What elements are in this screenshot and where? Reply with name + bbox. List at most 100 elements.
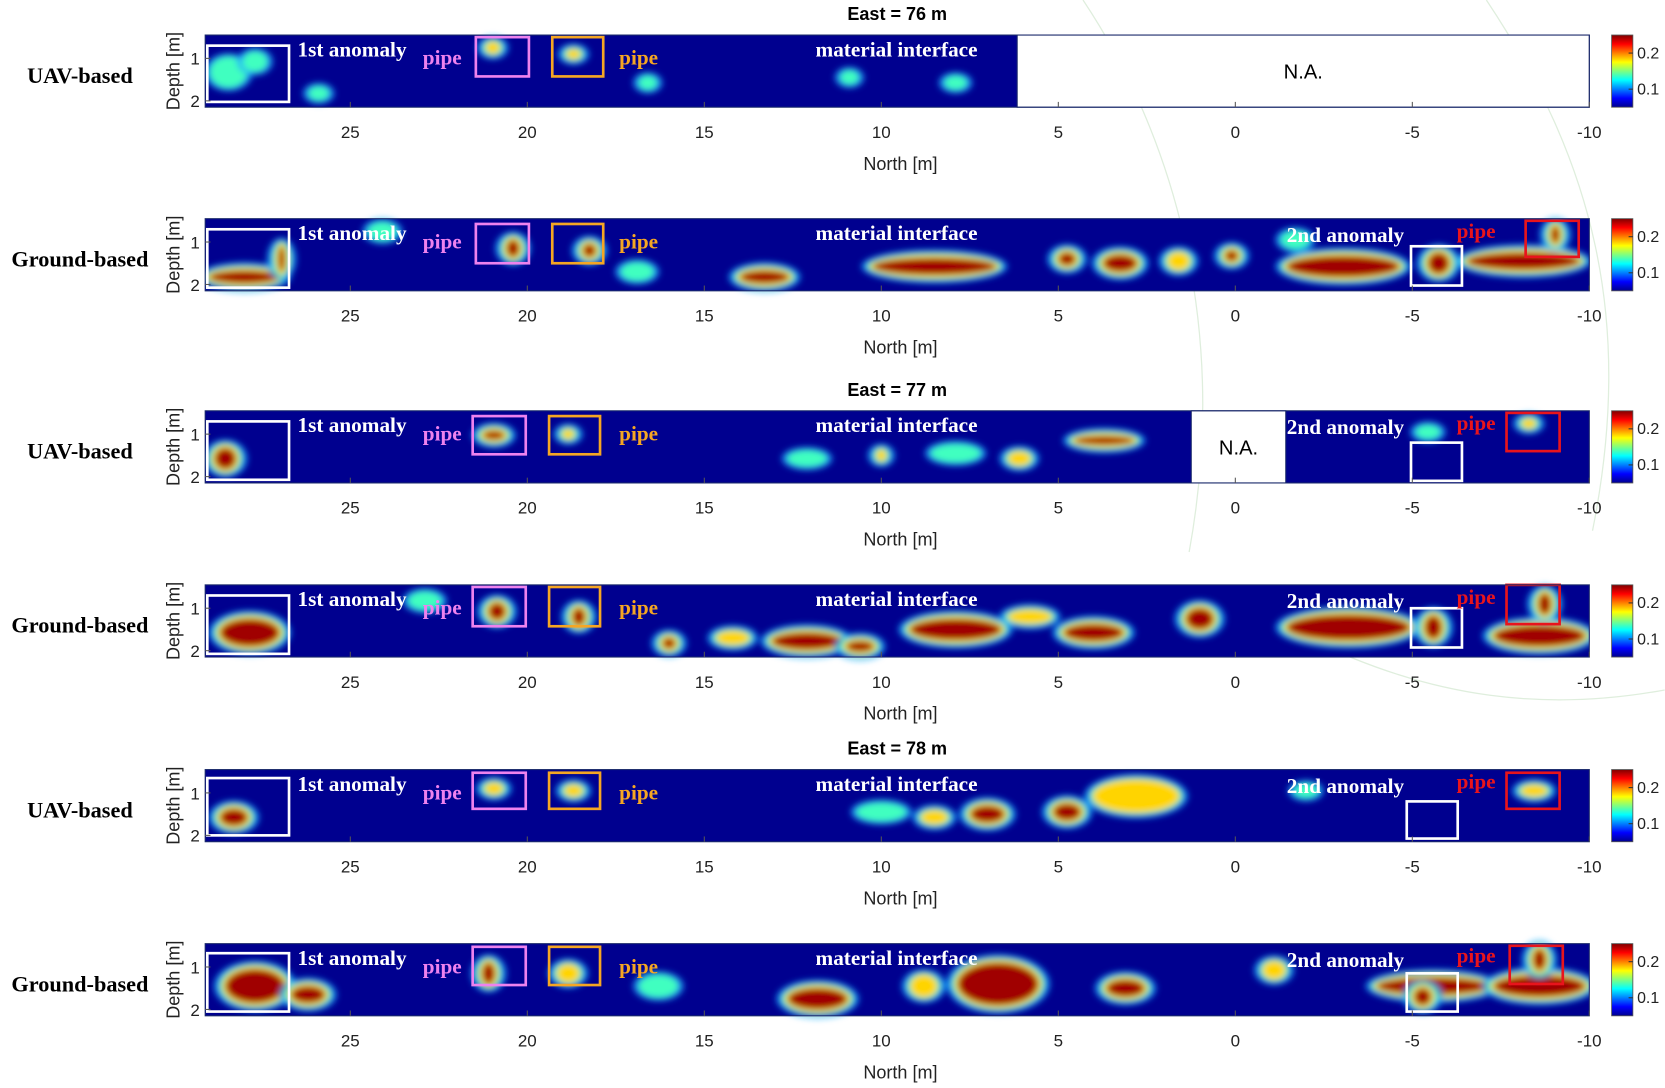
reflection-halo [1007, 609, 1053, 625]
highlight-box [474, 35, 531, 78]
colorbar-tick-label: 0.1 [1637, 81, 1659, 98]
annotation: pipe [423, 46, 462, 70]
x-tick-label: -5 [1405, 858, 1420, 877]
x-tick-label: 20 [518, 123, 537, 142]
x-tick-label: 25 [341, 307, 360, 326]
highlight-box [550, 35, 605, 78]
x-tick-label: -10 [1577, 123, 1602, 142]
colorbar-tick-label: 0.2 [1637, 595, 1659, 612]
annotation: 1st anomaly [298, 37, 407, 61]
reflection-halo [909, 974, 938, 998]
x-tick-label: 25 [341, 499, 360, 518]
colorbar-tick-label: 0.1 [1637, 631, 1659, 648]
y-tick-label: 1 [190, 233, 199, 252]
heatmap-image [205, 36, 973, 105]
reflection-core [872, 257, 996, 275]
reflection-core [572, 608, 586, 626]
highlight-box [1524, 219, 1581, 259]
reflection-halo [1293, 783, 1319, 799]
highlight-box [471, 945, 528, 987]
colorbar [1611, 584, 1634, 658]
reflection-halo [1166, 251, 1191, 271]
plot-frame [204, 218, 1590, 292]
colorbar-tick-label: 0.2 [1637, 954, 1659, 971]
x-tick-label: 25 [341, 673, 360, 692]
reflection-core [740, 270, 789, 284]
x-tick-label: -5 [1405, 499, 1420, 518]
highlight-box [1405, 972, 1460, 1013]
x-axis-label: North [m] [863, 1062, 937, 1082]
annotation: material interface [816, 221, 978, 245]
annotation: 2nd anomaly [1287, 774, 1405, 798]
colorbar-tick-label: 0.2 [1637, 45, 1659, 62]
x-tick-label: 15 [695, 1032, 714, 1051]
y-tick-label: 2 [190, 1001, 199, 1020]
x-tick-label: 0 [1231, 499, 1240, 518]
annotation: pipe [619, 229, 658, 253]
reflection-halo [920, 809, 949, 825]
x-tick-label: -5 [1405, 673, 1420, 692]
x-tick-label: -5 [1405, 123, 1420, 142]
y-tick-label: 1 [190, 958, 199, 977]
colorbar [1611, 34, 1634, 108]
reflection-core [1063, 624, 1124, 642]
highlight-box [205, 594, 291, 656]
reflection-core [1058, 252, 1076, 266]
reflection-core [1551, 226, 1560, 244]
annotation: 1st anomaly [298, 946, 407, 970]
heatmap-image [208, 773, 1557, 835]
reflection-core [846, 641, 874, 652]
reflection-halo [715, 630, 750, 646]
x-tick-label: 10 [872, 673, 891, 692]
colorbar-tick-label: 0.2 [1637, 780, 1659, 797]
annotation: pipe [423, 229, 462, 253]
annotation: pipe [423, 954, 462, 978]
x-tick-label: 20 [518, 673, 537, 692]
reflection-halo [620, 262, 655, 282]
y-axis-label: Depth [m] [164, 216, 184, 294]
x-tick-label: 20 [518, 499, 537, 518]
annotation: pipe [619, 780, 658, 804]
row-label: Ground-based [11, 613, 149, 638]
row-label: Ground-based [11, 971, 149, 996]
missing-area [1016, 34, 1590, 108]
panel-title: East = 76 m [847, 4, 947, 24]
panel: East = 77 m UAV-based N.A. 1st anomaly pipe p… [27, 380, 1659, 550]
x-tick-label: 10 [872, 499, 891, 518]
reflection-halo [638, 75, 658, 91]
heatmap-background [205, 943, 1590, 1016]
reflection-core [1103, 254, 1138, 272]
reflection-core [970, 805, 1005, 823]
annotation: material interface [816, 587, 978, 611]
highlight-box [205, 776, 291, 837]
y-tick-label: 1 [190, 426, 199, 445]
reflection-halo [930, 443, 982, 463]
reflection-halo [638, 974, 679, 998]
panel-title: East = 78 m [847, 739, 947, 759]
reflection-halo [308, 85, 330, 101]
x-tick-label: 10 [872, 307, 891, 326]
annotation: pipe [619, 46, 658, 70]
colorbar-tick-label: 0.1 [1637, 990, 1659, 1007]
x-tick-label: -10 [1577, 1032, 1602, 1051]
reflection-core [1106, 979, 1145, 997]
plot-frame [204, 34, 1590, 108]
heatmap-image [208, 584, 1590, 661]
reflection-core [209, 270, 280, 284]
panel: Ground-based 1st anomaly pipe pipe material … [11, 216, 1659, 358]
reflection-halo [566, 48, 581, 60]
x-tick-label: 5 [1054, 123, 1063, 142]
x-axis-label: North [m] [863, 154, 937, 174]
annotation: pipe [619, 596, 658, 620]
reflection-core [1225, 250, 1238, 262]
reflection-halo [485, 41, 501, 55]
annotation: 2nd anomaly [1287, 948, 1405, 972]
reflection-core [483, 430, 505, 440]
row-label: Ground-based [11, 246, 149, 271]
annotation: 1st anomaly [298, 587, 407, 611]
reflection-halo [242, 50, 268, 73]
annotation: 1st anomaly [298, 221, 407, 245]
y-tick-label: 1 [190, 784, 199, 803]
x-tick-label: 15 [695, 307, 714, 326]
